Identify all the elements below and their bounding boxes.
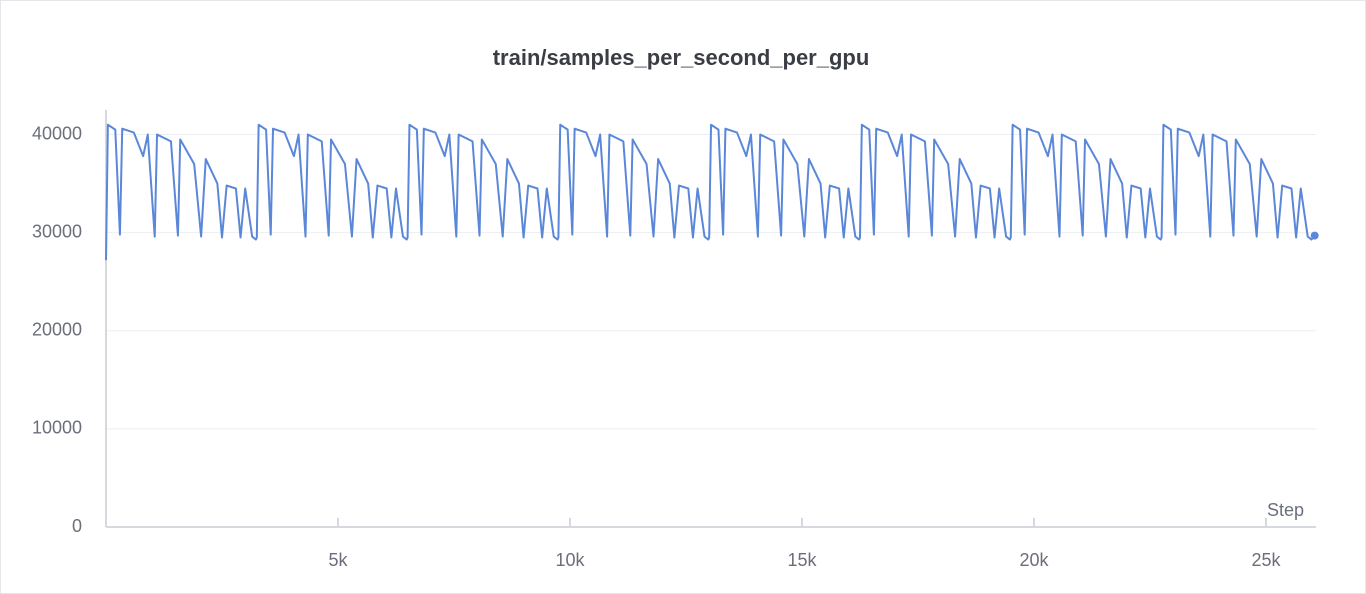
x-tick-label: 10k	[555, 550, 585, 570]
series-line	[105, 123, 1316, 261]
y-tick-label: 40000	[32, 123, 82, 143]
y-tick-label: 10000	[32, 418, 82, 438]
x-tick-label: 20k	[1019, 550, 1049, 570]
y-tick-label: 30000	[32, 221, 82, 241]
chart-title: train/samples_per_second_per_gpu	[493, 45, 870, 70]
x-tick-label: 5k	[328, 550, 348, 570]
y-tick-label: 20000	[32, 320, 82, 340]
x-tick-label: 15k	[787, 550, 817, 570]
x-tick-label: 25k	[1251, 550, 1281, 570]
end-point	[1310, 231, 1319, 240]
x-axis-label: Step	[1267, 500, 1304, 520]
y-tick-label: 0	[72, 516, 82, 536]
